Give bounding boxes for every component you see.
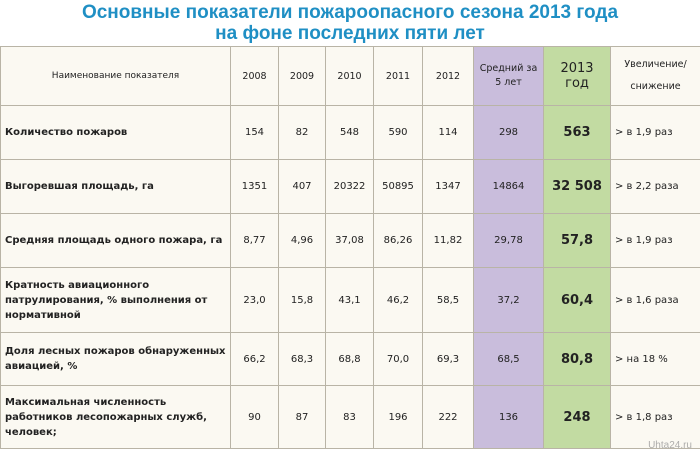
cell-2010: 20322 <box>325 159 374 214</box>
header-change-line-2: снижение <box>630 81 681 92</box>
cell-2009: 15,8 <box>278 267 326 333</box>
header-year-2009: 2009 <box>278 46 326 106</box>
cell-2011: 50895 <box>373 159 423 214</box>
cell-2011: 70,0 <box>373 332 423 386</box>
cell-2010: 68,8 <box>325 332 374 386</box>
table-row: Выгоревшая площадь, га 1351 407 20322 50… <box>0 159 700 214</box>
cell-2013: 32 508 <box>543 159 611 214</box>
row-name: Доля лесных пожаров обнаруженных авиацие… <box>0 332 231 386</box>
cell-2011: 196 <box>373 385 423 449</box>
cell-average: 29,78 <box>473 213 544 268</box>
cell-2009: 82 <box>278 105 326 160</box>
cell-average: 298 <box>473 105 544 160</box>
title-line-1: Основные показатели пожароопасного сезон… <box>81 2 619 23</box>
header-average: Средний за 5 лет <box>473 46 544 106</box>
header-change: Увеличение/ снижение <box>610 46 700 106</box>
cell-2012: 222 <box>422 385 474 449</box>
table-row: Кратность авиационного патрулирования, %… <box>0 267 700 333</box>
cell-change: > в 1,9 раз <box>610 213 700 268</box>
cell-2012: 1347 <box>422 159 474 214</box>
cell-2013: 60,4 <box>543 267 611 333</box>
header-name: Наименование показателя <box>0 46 231 106</box>
cell-2010: 37,08 <box>325 213 374 268</box>
cell-2009: 4,96 <box>278 213 326 268</box>
cell-2009: 407 <box>278 159 326 214</box>
table-row: Доля лесных пожаров обнаруженных авиацие… <box>0 332 700 386</box>
table-row: Количество пожаров 154 82 548 590 114 29… <box>0 105 700 160</box>
row-name: Средняя площадь одного пожара, га <box>0 213 231 268</box>
cell-change: > в 1,8 раз <box>610 385 700 449</box>
cell-2010: 548 <box>325 105 374 160</box>
cell-2008: 1351 <box>230 159 279 214</box>
header-row: Наименование показателя 2008 2009 2010 2… <box>0 46 700 106</box>
row-name: Максимальная численность работников лесо… <box>0 385 231 449</box>
header-year-2011: 2011 <box>373 46 423 106</box>
cell-2013: 248 <box>543 385 611 449</box>
header-change-line-1: Увеличение/ <box>624 59 687 70</box>
cell-2008: 90 <box>230 385 279 449</box>
cell-2011: 46,2 <box>373 267 423 333</box>
table-row: Максимальная численность работников лесо… <box>0 385 700 449</box>
cell-2011: 590 <box>373 105 423 160</box>
page-title: Основные показатели пожароопасного сезон… <box>0 0 700 44</box>
header-year-2012: 2012 <box>422 46 474 106</box>
cell-average: 37,2 <box>473 267 544 333</box>
cell-2012: 114 <box>422 105 474 160</box>
cell-2008: 8,77 <box>230 213 279 268</box>
cell-2010: 83 <box>325 385 374 449</box>
cell-2012: 58,5 <box>422 267 474 333</box>
cell-2008: 154 <box>230 105 279 160</box>
table-row: Средняя площадь одного пожара, га 8,77 4… <box>0 213 700 268</box>
cell-2008: 23,0 <box>230 267 279 333</box>
cell-2011: 86,26 <box>373 213 423 268</box>
cell-average: 68,5 <box>473 332 544 386</box>
header-year-2008: 2008 <box>230 46 279 106</box>
cell-2012: 69,3 <box>422 332 474 386</box>
cell-2009: 87 <box>278 385 326 449</box>
cell-change: > в 2,2 раза <box>610 159 700 214</box>
cell-change: > на 18 % <box>610 332 700 386</box>
row-name: Выгоревшая площадь, га <box>0 159 231 214</box>
cell-2012: 11,82 <box>422 213 474 268</box>
header-year-2010: 2010 <box>325 46 374 106</box>
header-2013: 2013 год <box>543 46 611 106</box>
cell-2010: 43,1 <box>325 267 374 333</box>
row-name: Кратность авиационного патрулирования, %… <box>0 267 231 333</box>
watermark: Uhta24.ru <box>648 440 692 451</box>
row-name: Количество пожаров <box>0 105 231 160</box>
title-line-2: на фоне последних пяти лет <box>215 23 485 44</box>
cell-change: > в 1,9 раз <box>610 105 700 160</box>
cell-2009: 68,3 <box>278 332 326 386</box>
cell-average: 136 <box>473 385 544 449</box>
cell-2013: 80,8 <box>543 332 611 386</box>
cell-2013: 57,8 <box>543 213 611 268</box>
cell-average: 14864 <box>473 159 544 214</box>
indicators-table: Наименование показателя 2008 2009 2010 2… <box>0 46 700 449</box>
cell-2008: 66,2 <box>230 332 279 386</box>
cell-change: > в 1,6 раза <box>610 267 700 333</box>
cell-2013: 563 <box>543 105 611 160</box>
